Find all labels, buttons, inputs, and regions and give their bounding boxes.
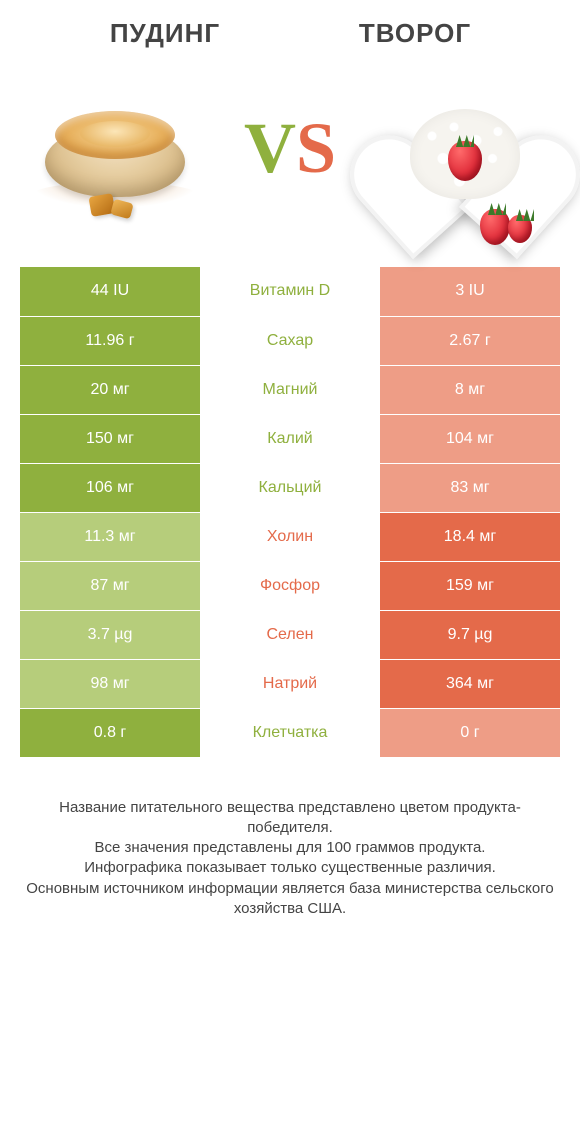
nutrient-label: Холин	[200, 512, 380, 561]
vs-s-letter: S	[296, 108, 336, 188]
table-row: 44 IUВитамин D3 IU	[20, 267, 560, 316]
footnote-line: Все значения представлены для 100 граммо…	[26, 838, 554, 858]
right-value: 8 мг	[380, 365, 560, 414]
hero-row: VS	[0, 49, 580, 267]
right-value: 159 мг	[380, 561, 560, 610]
nutrient-label: Магний	[200, 365, 380, 414]
footnote: Название питательного вещества представл…	[26, 798, 554, 920]
left-value: 0.8 г	[20, 708, 200, 757]
pudding-illustration	[30, 67, 200, 237]
footnote-line: Основным источником информации является …	[26, 879, 554, 920]
right-value: 0 г	[380, 708, 560, 757]
right-value: 364 мг	[380, 659, 560, 708]
left-product-title: ПУДИНГ	[40, 18, 290, 49]
right-value: 83 мг	[380, 463, 560, 512]
right-value: 2.67 г	[380, 316, 560, 365]
table-row: 11.96 гСахар2.67 г	[20, 316, 560, 365]
nutrient-label: Натрий	[200, 659, 380, 708]
table-row: 0.8 гКлетчатка0 г	[20, 708, 560, 757]
nutrient-label: Калий	[200, 414, 380, 463]
table-row: 150 мгКалий104 мг	[20, 414, 560, 463]
right-product-title: ТВОРОГ	[290, 18, 540, 49]
left-value: 150 мг	[20, 414, 200, 463]
nutrient-label: Кальций	[200, 463, 380, 512]
table-row: 3.7 µgСелен9.7 µg	[20, 610, 560, 659]
nutrient-label: Селен	[200, 610, 380, 659]
left-value: 20 мг	[20, 365, 200, 414]
left-value: 98 мг	[20, 659, 200, 708]
left-value: 3.7 µg	[20, 610, 200, 659]
vs-label: VS	[244, 112, 336, 184]
vs-v-letter: V	[244, 108, 296, 188]
left-value: 11.3 мг	[20, 512, 200, 561]
nutrient-table: 44 IUВитамин D3 IU11.96 гСахар2.67 г20 м…	[20, 267, 560, 758]
left-value: 106 мг	[20, 463, 200, 512]
table-row: 20 мгМагний8 мг	[20, 365, 560, 414]
right-value: 104 мг	[380, 414, 560, 463]
nutrient-label: Витамин D	[200, 267, 380, 316]
table-row: 106 мгКальций83 мг	[20, 463, 560, 512]
nutrient-label: Фосфор	[200, 561, 380, 610]
nutrient-label: Клетчатка	[200, 708, 380, 757]
right-value: 9.7 µg	[380, 610, 560, 659]
footnote-line: Название питательного вещества представл…	[26, 798, 554, 839]
header: ПУДИНГ ТВОРОГ	[0, 0, 580, 49]
left-value: 87 мг	[20, 561, 200, 610]
right-value: 3 IU	[380, 267, 560, 316]
right-value: 18.4 мг	[380, 512, 560, 561]
footnote-line: Инфографика показывает только существенн…	[26, 858, 554, 878]
nutrient-label: Сахар	[200, 316, 380, 365]
left-value: 11.96 г	[20, 316, 200, 365]
left-value: 44 IU	[20, 267, 200, 316]
table-row: 98 мгНатрий364 мг	[20, 659, 560, 708]
table-row: 11.3 мгХолин18.4 мг	[20, 512, 560, 561]
table-row: 87 мгФосфор159 мг	[20, 561, 560, 610]
cottage-cheese-illustration	[380, 67, 550, 237]
